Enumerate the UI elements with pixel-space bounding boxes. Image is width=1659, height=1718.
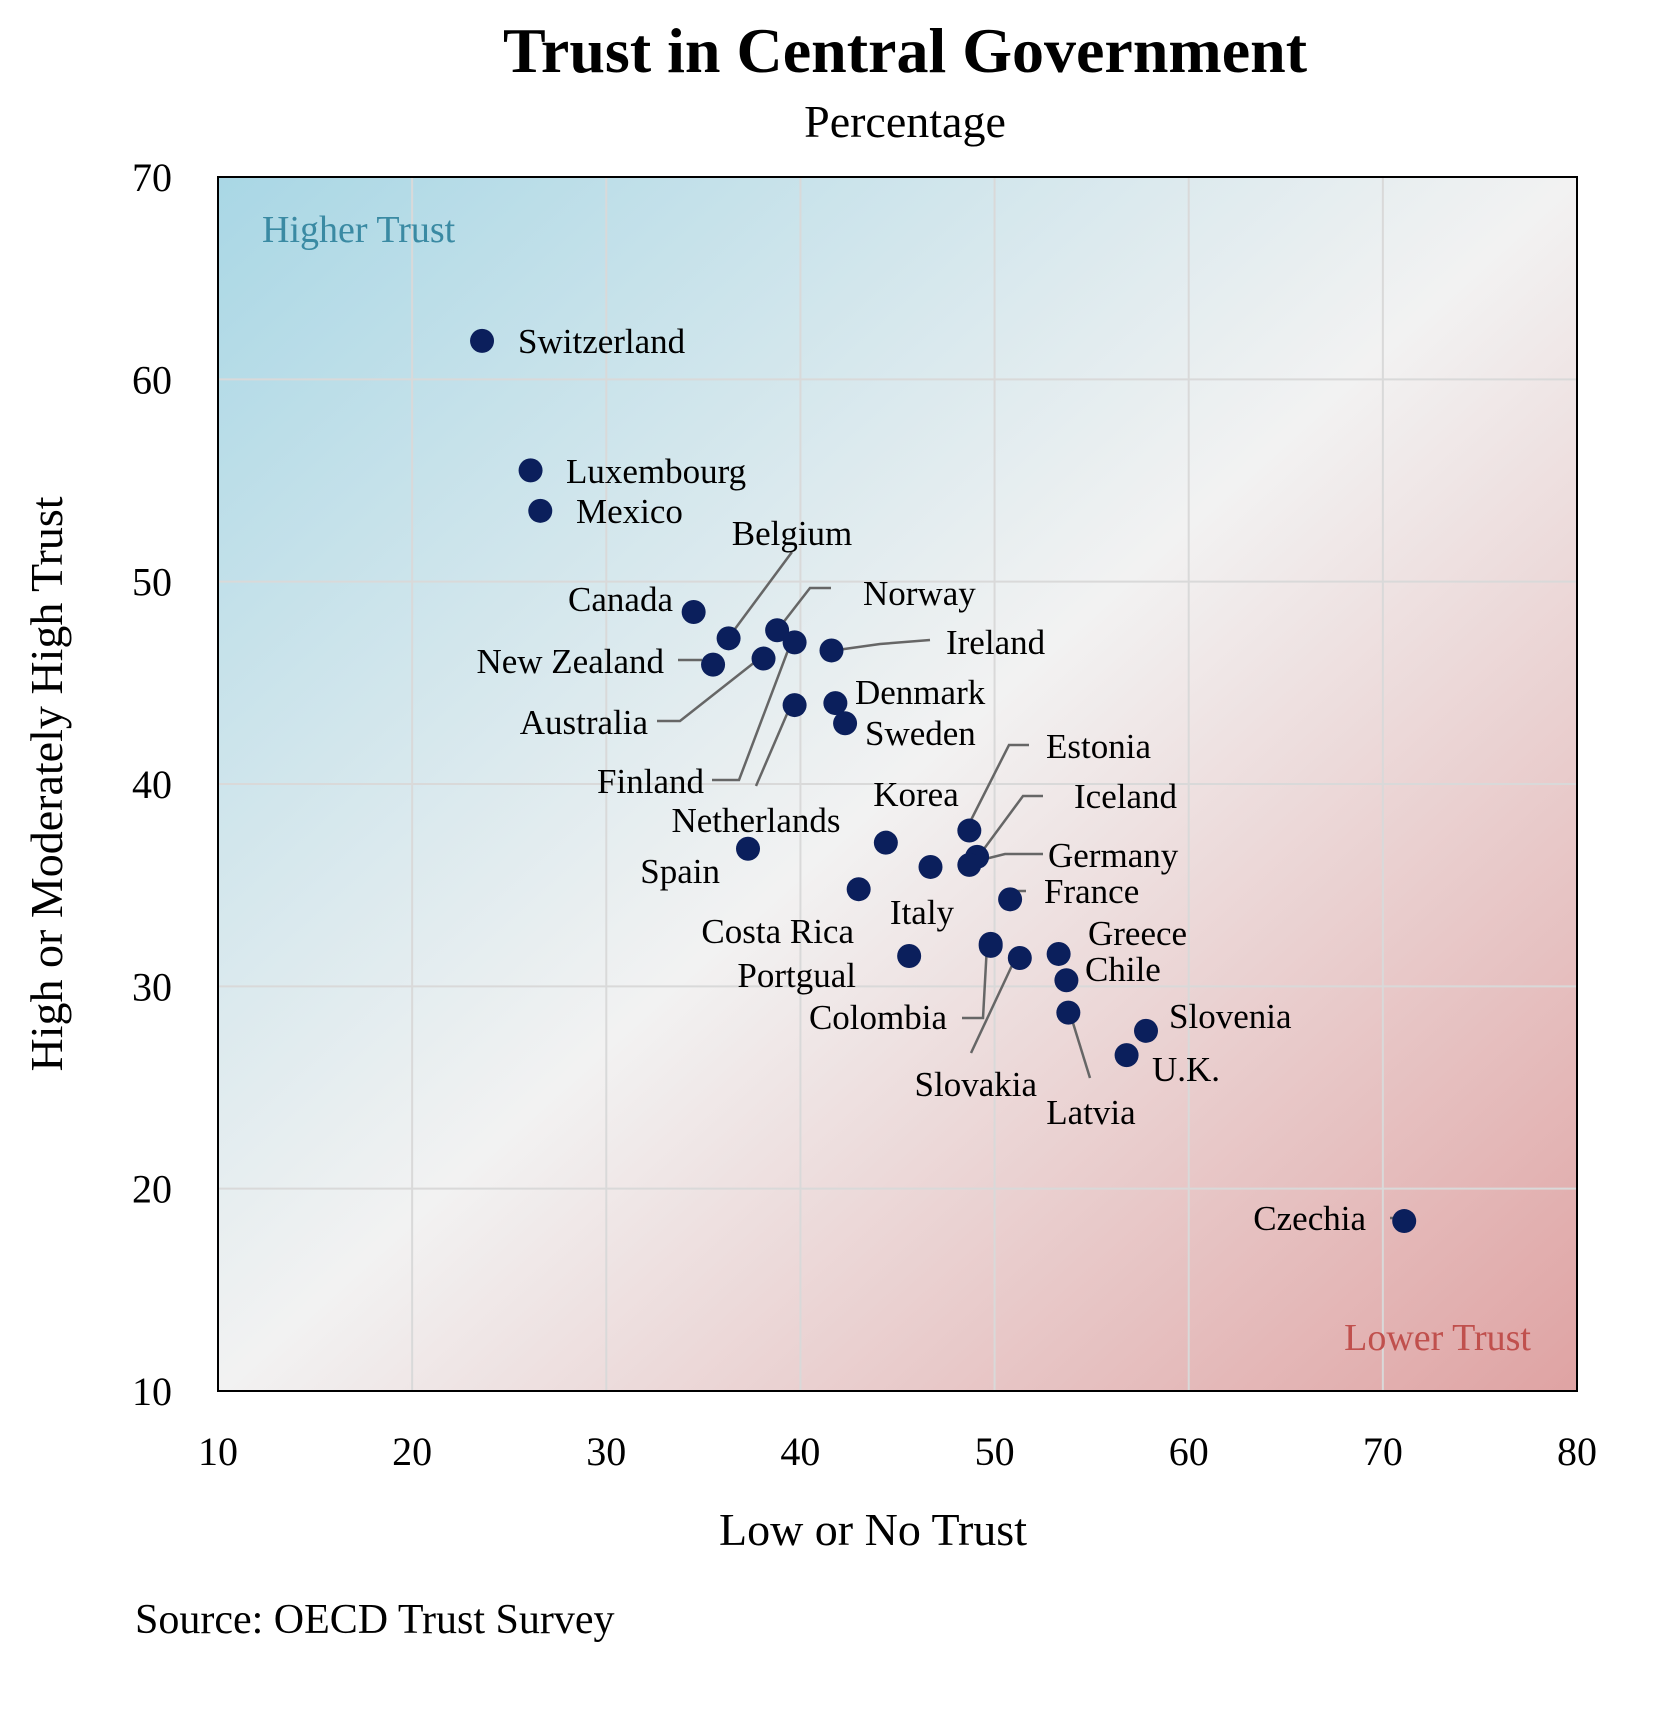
point-label: Portgual [737, 956, 856, 995]
point-label: Slovakia [915, 1065, 1038, 1104]
plot-frame [217, 176, 1578, 1392]
y-tick-label: 10 [132, 1369, 172, 1414]
data-point [819, 638, 844, 663]
data-point [782, 693, 807, 718]
data-points [470, 328, 1417, 1234]
data-point [823, 691, 848, 716]
point-label: Finland [597, 762, 704, 801]
point-label: Canada [568, 580, 673, 619]
data-point [1114, 1043, 1139, 1068]
x-tick-label: 10 [198, 1429, 238, 1474]
point-label: Switzerland [518, 322, 686, 361]
data-point [957, 818, 982, 843]
data-point [782, 630, 807, 655]
leader-line [754, 706, 792, 787]
data-point [701, 652, 726, 677]
y-axis-ticks: 10 20 30 40 50 60 70 [132, 155, 172, 1414]
point-label: Korea [873, 775, 959, 814]
leader-line [727, 551, 794, 638]
point-label: Greece [1088, 914, 1187, 953]
x-tick-label: 40 [780, 1429, 820, 1474]
x-tick-label: 30 [586, 1429, 626, 1474]
data-point [1056, 1000, 1081, 1025]
leader-line [966, 743, 1029, 827]
data-point [998, 887, 1023, 912]
data-point [765, 618, 790, 643]
x-tick-label: 70 [1363, 1429, 1403, 1474]
data-point [1134, 1018, 1159, 1043]
point-label: France [1044, 872, 1139, 911]
x-axis-label: Low or No Trust [719, 1504, 1027, 1555]
lower-trust-annotation: Lower Trust [1344, 1317, 1531, 1359]
point-label: Colombia [809, 998, 948, 1037]
leader-line [976, 794, 1043, 858]
y-tick-label: 20 [132, 1167, 172, 1212]
data-point [978, 933, 1003, 958]
data-point [873, 830, 898, 855]
x-tick-label: 80 [1557, 1429, 1597, 1474]
data-point [681, 600, 706, 625]
point-label: Estonia [1046, 727, 1151, 766]
data-point [833, 711, 858, 736]
point-label: Czechia [1253, 1199, 1366, 1238]
data-point [957, 852, 982, 877]
data-point [751, 646, 776, 671]
data-point [716, 626, 741, 651]
point-label: Latvia [1046, 1093, 1136, 1132]
leader-line [771, 586, 831, 638]
leader-line [969, 956, 1018, 1054]
point-label: New Zealand [476, 642, 664, 681]
leader-line [829, 638, 931, 653]
source-note: Source: OECD Trust Survey [135, 1597, 615, 1643]
leader-line [712, 644, 792, 782]
y-tick-label: 50 [132, 560, 172, 605]
x-tick-label: 20 [392, 1429, 432, 1474]
higher-trust-annotation: Higher Trust [262, 209, 456, 251]
leader-line [962, 944, 989, 1020]
y-axis-label: High or Moderately High Trust [21, 496, 72, 1071]
data-point [1007, 946, 1032, 971]
data-point [528, 498, 553, 523]
point-label: Costa Rica [701, 912, 854, 951]
point-label: Germany [1048, 836, 1179, 875]
point-label: Spain [640, 852, 720, 891]
point-label: Netherlands [671, 801, 840, 840]
x-tick-label: 50 [975, 1429, 1015, 1474]
data-point [1392, 1209, 1417, 1234]
y-tick-label: 40 [132, 762, 172, 807]
point-label: Mexico [576, 492, 683, 531]
leader-line [657, 657, 761, 723]
point-label: Italy [890, 893, 955, 932]
point-label: U.K. [1152, 1050, 1220, 1089]
point-label: Slovenia [1169, 997, 1292, 1036]
point-label: Denmark [855, 673, 986, 712]
point-label: Norway [863, 574, 976, 613]
data-point [470, 328, 495, 353]
y-tick-label: 60 [132, 357, 172, 402]
y-tick-label: 70 [132, 155, 172, 200]
data-point [1046, 941, 1071, 966]
data-point [846, 877, 871, 902]
chart-subtitle: Percentage [804, 96, 1006, 147]
y-tick-label: 30 [132, 964, 172, 1009]
data-point [897, 943, 922, 968]
point-label: Chile [1085, 950, 1161, 989]
leader-lines [657, 551, 1404, 1220]
data-point [1054, 968, 1079, 993]
x-axis-ticks: 10 20 30 40 50 60 70 80 [198, 1429, 1597, 1474]
data-point [736, 836, 761, 861]
point-label: Luxembourg [566, 452, 746, 491]
point-label: Ireland [946, 623, 1046, 662]
point-label: Sweden [865, 714, 976, 753]
point-label: Australia [520, 703, 649, 742]
chart-title: Trust in Central Government [503, 15, 1308, 86]
data-point [918, 854, 943, 879]
data-point [518, 458, 543, 483]
point-label: Belgium [732, 514, 853, 553]
point-label: Iceland [1074, 777, 1177, 816]
x-tick-label: 60 [1169, 1429, 1209, 1474]
